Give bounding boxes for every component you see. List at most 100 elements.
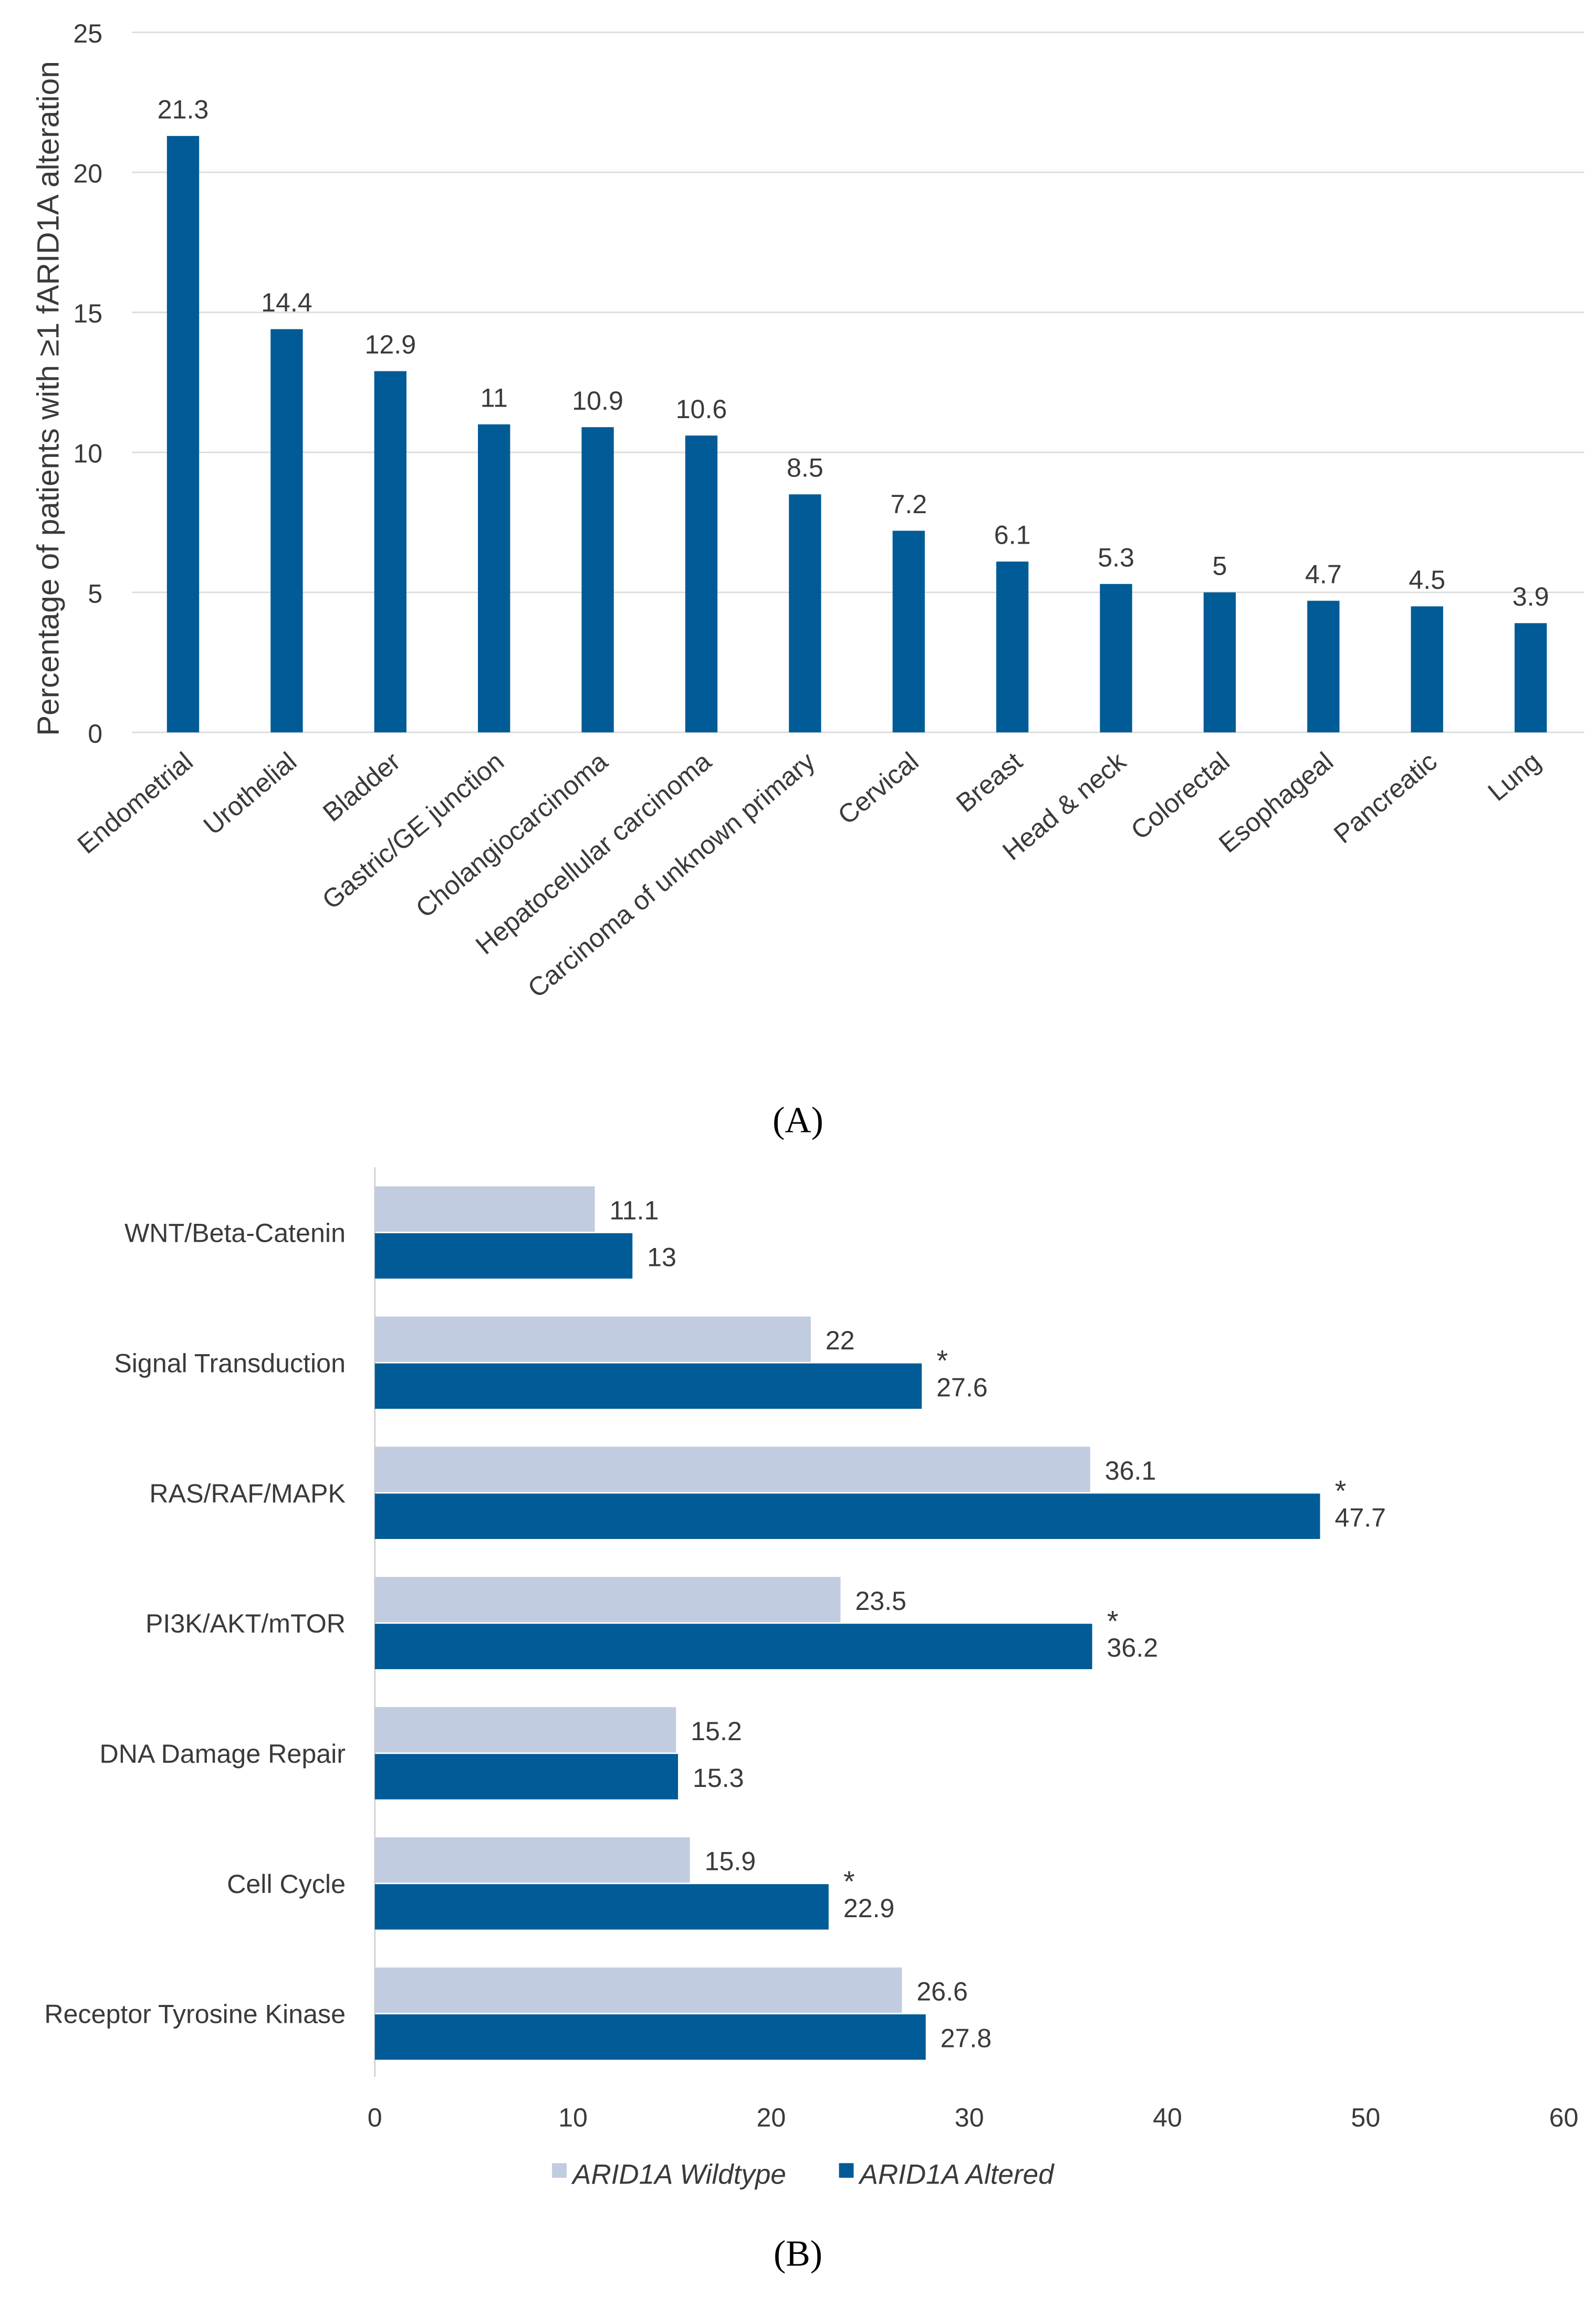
bar-wildtype — [374, 1316, 811, 1362]
x-tick-label: Cholangiocarcinoma — [410, 746, 613, 923]
data-label: 3.9 — [1512, 582, 1549, 611]
bar-altered — [374, 1493, 1320, 1539]
legend-label: ARID1A Altered — [858, 2159, 1055, 2190]
y-tick-label: 25 — [73, 19, 102, 48]
bar-wildtype — [374, 1837, 690, 1883]
data-label: 5 — [1213, 551, 1227, 580]
x-tick-label: Bladder — [317, 746, 405, 827]
x-tick-label: 20 — [756, 2103, 786, 2133]
bar-altered — [374, 2014, 926, 2060]
data-label: 36.2 — [1107, 1633, 1159, 1662]
y-tick-label: 20 — [73, 159, 102, 189]
data-label: 23.5 — [855, 1586, 906, 1616]
data-label: 8.5 — [787, 453, 823, 483]
data-label: 4.7 — [1305, 559, 1342, 589]
significance-marker: * — [1107, 1605, 1119, 1637]
bar — [478, 424, 510, 733]
bar — [166, 136, 200, 733]
chart-b: 0 10 20 30 40 50 60 WNT/Beta-Catenin 11.1 13 Signa… — [44, 1167, 1579, 2190]
data-label: 4.5 — [1409, 565, 1445, 595]
x-tick-label: Gastric/GE junction — [317, 746, 509, 915]
bar — [685, 435, 718, 733]
data-label: 22 — [826, 1326, 855, 1355]
legend-swatch — [552, 2163, 567, 2178]
data-label: 26.6 — [916, 1977, 968, 2006]
x-tick-label: 30 — [955, 2103, 984, 2133]
data-label: 10.9 — [572, 386, 623, 415]
bar-altered — [374, 1624, 1092, 1669]
bar — [1203, 592, 1236, 733]
x-tick-label: 50 — [1351, 2103, 1380, 2133]
bar-altered — [374, 1754, 679, 1800]
data-label: 7.2 — [890, 490, 927, 519]
data-label: 27.8 — [941, 2024, 992, 2053]
category-label: RAS/RAF/MAPK — [149, 1479, 346, 1508]
data-label: 6.1 — [994, 521, 1031, 550]
data-label: 14.4 — [261, 288, 312, 317]
bar — [996, 561, 1029, 733]
x-tick-label: 60 — [1549, 2103, 1579, 2133]
data-label: 36.1 — [1105, 1456, 1156, 1485]
x-tick-label: 10 — [558, 2103, 588, 2133]
x-tick-label: Cervical — [832, 746, 924, 830]
category-label: Signal Transduction — [114, 1348, 346, 1378]
bar-wildtype — [374, 1967, 902, 2013]
category-label: PI3K/AKT/mTOR — [145, 1609, 346, 1638]
bar-wildtype — [374, 1447, 1090, 1492]
bar — [1100, 584, 1132, 733]
data-label: 10.6 — [676, 394, 727, 424]
data-label: 13 — [647, 1243, 676, 1272]
bar — [892, 531, 925, 733]
x-tick-label: Lung — [1483, 746, 1547, 807]
category-label: Receptor Tyrosine Kinase — [44, 2000, 346, 2029]
significance-marker: * — [843, 1865, 855, 1898]
bar-altered — [374, 1884, 829, 1930]
y-tick-label: 15 — [73, 299, 102, 328]
category-label: DNA Damage Repair — [100, 1739, 346, 1769]
data-label: 27.6 — [936, 1372, 988, 1402]
bar-wildtype — [374, 1707, 676, 1753]
x-tick-label: 40 — [1153, 2103, 1182, 2133]
bar — [1514, 623, 1547, 733]
legend-swatch — [839, 2163, 854, 2178]
x-tick-label: Pancreatic — [1328, 746, 1443, 849]
data-label: 12.9 — [364, 330, 416, 359]
data-label: 21.3 — [158, 95, 209, 124]
y-tick-label: 0 — [88, 719, 102, 748]
bar — [581, 427, 614, 733]
x-tick-label: Esophageal — [1213, 746, 1339, 858]
category-label: WNT/Beta-Catenin — [124, 1219, 346, 1248]
data-label: 11.1 — [609, 1195, 659, 1225]
category-label: Cell Cycle — [227, 1869, 346, 1899]
data-label: 15.3 — [693, 1763, 744, 1793]
x-tick-label: Urothelial — [198, 746, 302, 840]
bar-wildtype — [374, 1577, 841, 1623]
bar — [270, 329, 303, 733]
x-tick-label: Endometrial — [72, 746, 199, 859]
significance-marker: * — [936, 1345, 948, 1377]
significance-marker: * — [1335, 1474, 1347, 1507]
data-label: 5.3 — [1098, 543, 1134, 572]
bar-wildtype — [374, 1186, 595, 1232]
y-tick-label: 10 — [73, 439, 102, 469]
data-label: 15.9 — [705, 1847, 756, 1876]
bar — [789, 494, 821, 733]
y-axis-label: Percentage of patients with ≥1 fARID1A a… — [32, 61, 66, 736]
bar — [374, 371, 406, 733]
data-label: 22.9 — [843, 1894, 895, 1923]
legend-label: ARID1A Wildtype — [571, 2159, 786, 2190]
panel-label-b: (B) — [774, 2233, 822, 2274]
x-tick-label: Breast — [951, 746, 1028, 818]
bar — [1307, 600, 1340, 733]
data-label: 15.2 — [691, 1717, 742, 1746]
data-label: 47.7 — [1334, 1503, 1386, 1532]
y-tick-label: 5 — [88, 579, 102, 608]
bar-altered — [374, 1363, 922, 1409]
data-label: 11 — [481, 383, 508, 412]
bar — [1411, 606, 1443, 733]
bar-altered — [374, 1233, 633, 1279]
x-tick-label: 0 — [368, 2103, 382, 2133]
panel-label-a: (A) — [773, 1100, 823, 1140]
